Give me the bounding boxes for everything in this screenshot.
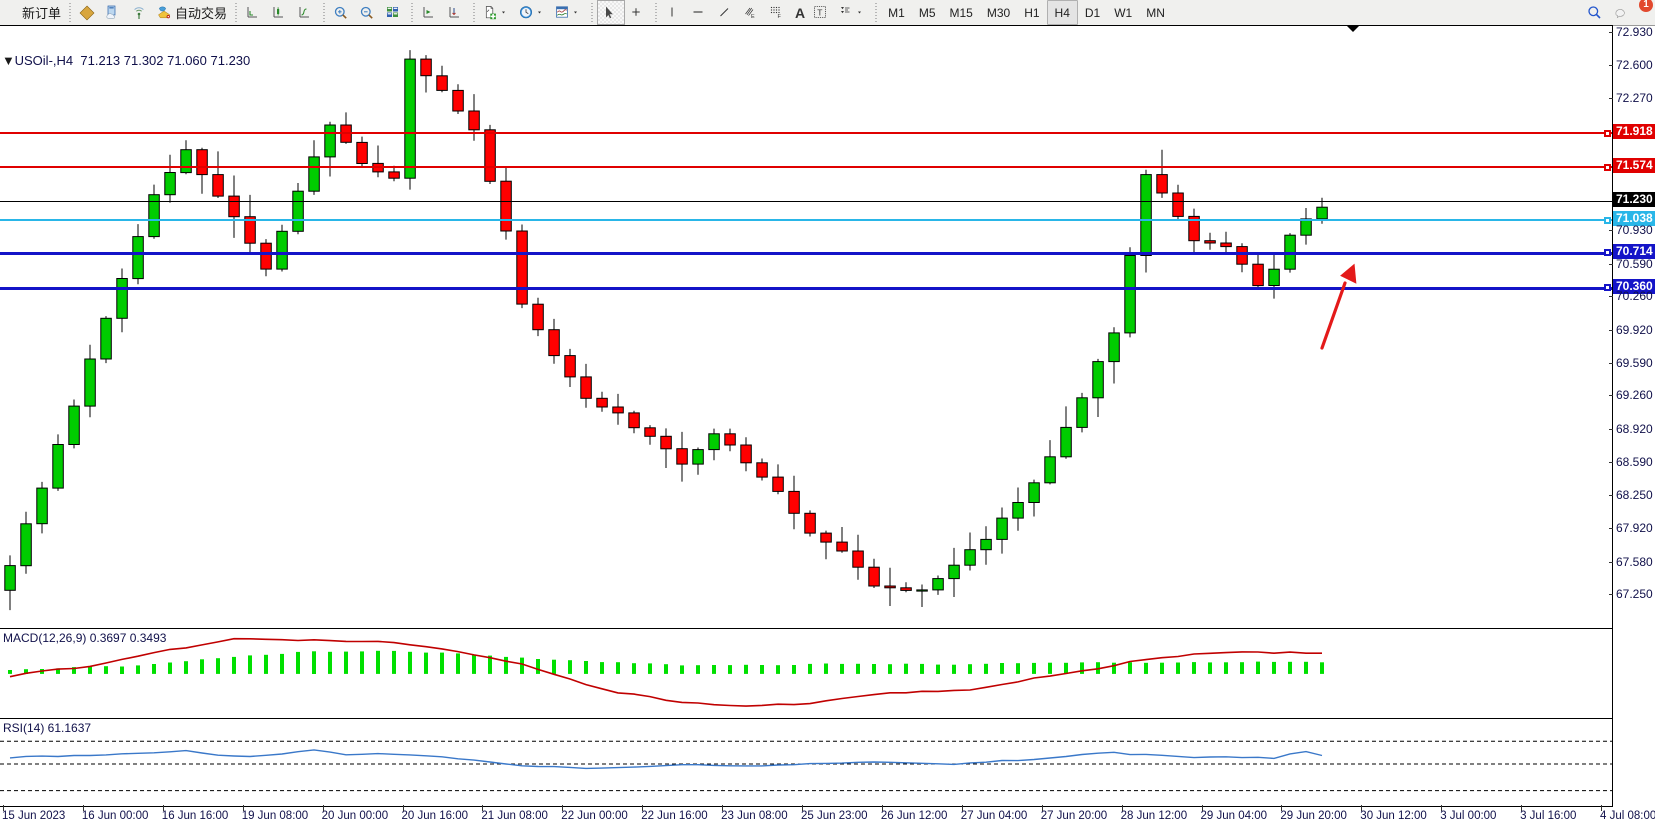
svg-text:F: F (778, 14, 782, 20)
svg-text:E: E (751, 14, 755, 20)
svg-text:T: T (817, 7, 822, 17)
